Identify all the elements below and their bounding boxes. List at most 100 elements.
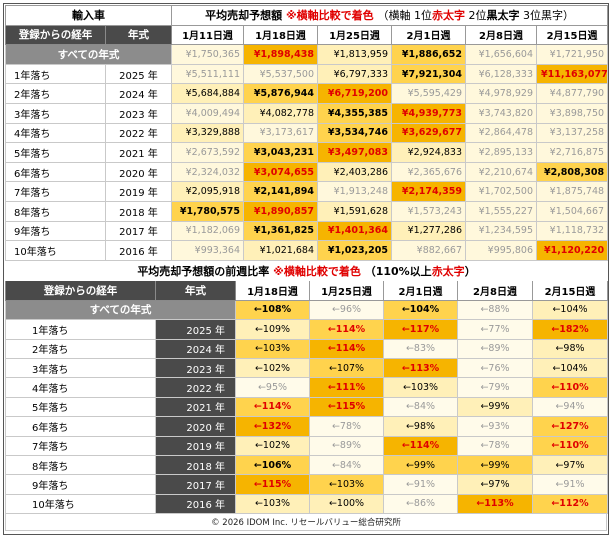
all-years-price: ¥1,886,652 [391, 44, 466, 65]
price-cell: ¥3,329,888 [171, 122, 244, 144]
price-cell: ¥4,978,929 [465, 83, 537, 104]
ratio-row-year-label: 2017 年 [155, 474, 236, 495]
price-cell: ¥4,009,494 [171, 102, 244, 124]
table-row: 7年落ち 2019 年 ¥2,095,918 ¥2,141,894 ¥1,913,248… [5, 181, 609, 202]
price-cell: ¥1,182,069 [171, 220, 244, 242]
row-age-label: 3年落ち [5, 102, 106, 124]
ratio-cell: ←103% [383, 377, 458, 398]
row-age-label: 7年落ち [5, 181, 106, 202]
ratio-cell: ←110% [532, 377, 608, 398]
price-cell: ¥1,021,684 [243, 240, 318, 261]
table-row: 3年落ち 2023 年 ¥4,009,494 ¥4,082,778 ¥4,355,385… [5, 102, 609, 124]
ratio-cell: ←100% [309, 493, 384, 515]
ratio-cell: ←89% [457, 338, 533, 359]
price-cell: ¥1,023,205 [317, 240, 392, 261]
ratio-cell: ←114% [383, 435, 458, 456]
row-year-label: 2021 年 [105, 142, 172, 163]
price-cell: ¥6,797,333 [317, 63, 392, 85]
price-cell: ¥3,137,258 [535, 122, 609, 144]
col-header-age: 登録からの経年 [5, 24, 106, 46]
price-cell: ¥2,924,833 [391, 142, 466, 163]
price-cell: ¥6,719,200 [317, 83, 392, 104]
ratio-row-year-label: 2019 年 [155, 435, 236, 456]
ratio-all-years-label: すべての年式 [5, 299, 236, 321]
row-year-label: 2019 年 [105, 181, 172, 202]
ratio-legend-red: 赤太字 [431, 265, 465, 279]
ratio-cell: ←114% [309, 319, 384, 340]
row-year-label: 2025 年 [105, 63, 172, 85]
ratio-cell: ←76% [457, 357, 533, 379]
table-row: 9年落ち 2017 年 ←115% ←103% ←91% ←97% ←91% [5, 474, 608, 495]
ratio-row-age-label: 9年落ち [5, 474, 156, 495]
price-cell: ¥2,673,592 [171, 142, 244, 163]
ratio-col-header-age: 登録からの経年 [5, 280, 156, 301]
price-cell: ¥2,365,676 [391, 161, 466, 183]
week-header: 2月15日週 [535, 24, 609, 46]
price-cell: ¥1,573,243 [391, 200, 466, 222]
price-cell: ¥5,595,429 [391, 83, 466, 104]
ratio-cell: ←107% [309, 357, 384, 379]
ratio-cell: ←103% [309, 474, 384, 495]
row-age-label: 4年落ち [5, 122, 106, 144]
ratio-week-header: 2月1日週 [383, 280, 458, 301]
price-cell: ¥3,074,655 [243, 161, 318, 183]
all-years-price: ¥1,721,950 [535, 44, 609, 65]
ratio-cell: ←113% [457, 493, 533, 515]
price-legend-red: 赤太字 [431, 9, 465, 23]
ratio-cell: ←115% [309, 396, 384, 418]
table-row: 1年落ち 2025 年 ←109% ←114% ←117% ←77% ←182% [5, 319, 608, 340]
ratio-cell: ←115% [235, 474, 310, 495]
row-year-label: 2016 年 [105, 240, 172, 261]
ratio-row-age-label: 3年落ち [5, 357, 156, 379]
table-row: 3年落ち 2023 年 ←102% ←107% ←113% ←76% ←104% [5, 357, 608, 379]
price-cell: ¥2,210,674 [465, 161, 537, 183]
table-row: 5年落ち 2021 年 ¥2,673,592 ¥3,043,231 ¥3,497,083… [5, 142, 609, 163]
table-row: 1年落ち 2025 年 ¥5,511,111 ¥5,537,500 ¥6,797,333… [5, 63, 609, 85]
row-year-label: 2023 年 [105, 102, 172, 124]
week-header: 1月18日週 [243, 24, 318, 46]
copyright-footer: © 2026 IDOM Inc. リセールバリュー総合研究所 [5, 513, 607, 531]
ratio-cell: ←77% [457, 319, 533, 340]
price-legend-close: 3位黒字） [519, 9, 574, 23]
ratio-title-main: 平均売却予想額の前週比率 [137, 265, 270, 279]
price-cell: ¥7,921,304 [391, 63, 466, 85]
table-row: 10年落ち 2016 年 ←103% ←100% ←86% ←113% ←112% [5, 493, 608, 515]
price-table-title: 平均売却予想額 ※横軸比較で着色 （横軸 1位赤太字 2位黒太字 3位黒字） [170, 5, 609, 26]
price-cell: ¥1,504,667 [535, 200, 609, 222]
price-legend-open: （横軸 1位 [377, 9, 432, 23]
price-cell: ¥1,277,286 [391, 220, 466, 242]
ratio-row-year-label: 2018 年 [155, 454, 236, 476]
row-age-label: 6年落ち [5, 161, 106, 183]
price-cell: ¥1,913,248 [317, 181, 392, 202]
price-cell: ¥4,082,778 [243, 102, 318, 124]
all-years-label: すべての年式 [5, 44, 172, 65]
week-over-week-table: 平均売却予想額の前週比率 ※横軸比較で着色 （110%以上赤太字） 登録からの経… [5, 260, 608, 515]
price-cell: ¥5,876,944 [243, 83, 318, 104]
all-years-price: ¥1,898,438 [243, 44, 318, 65]
ratio-col-header-year: 年式 [155, 280, 236, 301]
price-cell: ¥5,511,111 [171, 63, 244, 85]
category-label: 輸入車 [5, 5, 172, 26]
ratio-cell: ←83% [383, 338, 458, 359]
table-row: 5年落ち 2021 年 ←114% ←115% ←84% ←99% ←94% [5, 396, 608, 418]
ratio-row-age-label: 6年落ち [5, 416, 156, 437]
ratio-cell: ←127% [532, 416, 608, 437]
ratio-row-age-label: 4年落ち [5, 377, 156, 398]
table-row: 6年落ち 2020 年 ←132% ←78% ←98% ←93% ←127% [5, 416, 608, 437]
ratio-cell: ←95% [235, 377, 310, 398]
ratio-cell: ←86% [383, 493, 458, 515]
price-cell: ¥2,716,875 [535, 142, 609, 163]
ratio-week-header: 1月18日週 [235, 280, 310, 301]
table-row: 8年落ち 2018 年 ←106% ←84% ←99% ←99% ←97% [5, 454, 608, 476]
table-row: 2年落ち 2024 年 ¥5,684,884 ¥5,876,944 ¥6,719,200… [5, 83, 609, 104]
ratio-cell: ←91% [532, 474, 608, 495]
ratio-legend-close: ） [464, 265, 476, 279]
row-age-label: 9年落ち [5, 220, 106, 242]
row-year-label: 2018 年 [105, 200, 172, 222]
ratio-row-year-label: 2025 年 [155, 319, 236, 340]
ratio-row-year-label: 2016 年 [155, 493, 236, 515]
all-years-price: ¥1,656,604 [465, 44, 537, 65]
ratio-row-year-label: 2021 年 [155, 396, 236, 418]
ratio-cell: ←114% [309, 338, 384, 359]
col-header-year: 年式 [105, 24, 172, 46]
